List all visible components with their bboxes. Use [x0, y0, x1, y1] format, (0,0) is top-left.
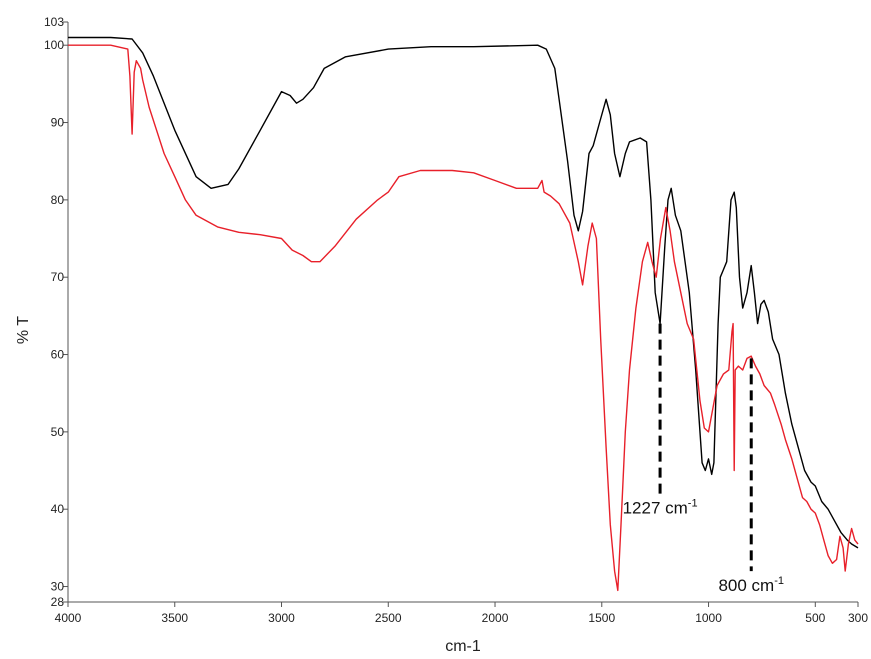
- x-tick-label: 4000: [55, 611, 82, 625]
- x-tick-label: 300: [848, 611, 868, 625]
- series-lines: [68, 36, 859, 592]
- y-tick-label: 80: [51, 193, 65, 207]
- peak-annotations: 1227 cm-1 800 cm-1: [623, 323, 784, 595]
- x-tick-label: 2000: [482, 611, 509, 625]
- y-tick-label: 40: [51, 502, 65, 516]
- x-tick-label: 1000: [695, 611, 722, 625]
- spectrum-line-1: [68, 36, 859, 549]
- y-tick-label: 100: [44, 38, 64, 52]
- y-tick-label: 90: [51, 116, 65, 130]
- peak-label: 800 cm-1: [718, 575, 784, 595]
- y-tick-label: 30: [51, 580, 65, 594]
- x-tick-label: 2500: [375, 611, 402, 625]
- spectrum-line-2: [68, 44, 859, 592]
- y-axis-title: % T: [15, 316, 32, 344]
- y-tick-label: 70: [51, 270, 65, 284]
- y-tick-label: 50: [51, 425, 65, 439]
- x-tick-label: 3000: [268, 611, 295, 625]
- y-tick-label: 103: [44, 15, 64, 29]
- x-tick-label: 1500: [588, 611, 615, 625]
- y-tick-label: 28: [51, 595, 65, 609]
- peak-label: 1227 cm-1: [623, 498, 698, 518]
- y-tick-label: 60: [51, 348, 65, 362]
- x-tick-label: 500: [805, 611, 825, 625]
- x-axis-title: cm-1: [445, 638, 481, 655]
- x-tick-label: 3500: [161, 611, 188, 625]
